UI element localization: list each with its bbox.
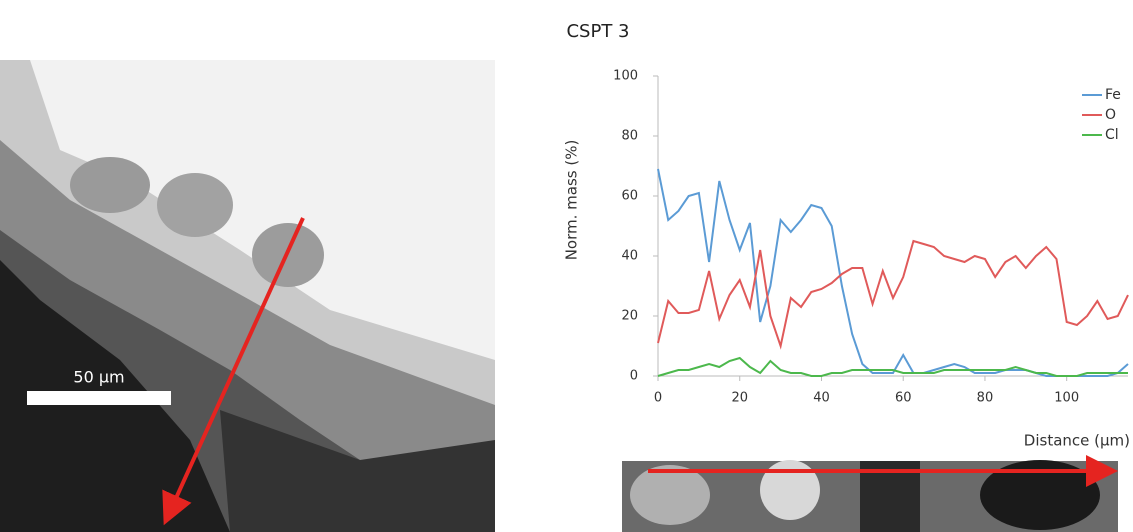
y-tick-label: 100: [613, 69, 638, 84]
y-tick-label: 60: [621, 189, 638, 204]
x-tick-label: 0: [654, 391, 662, 406]
data-line: [657, 168, 1129, 377]
legend-label: Cl: [1105, 127, 1119, 143]
x-axis-label: Distance (µm): [1024, 432, 1130, 450]
x-tick-label: 100: [1054, 391, 1079, 406]
data-line: [657, 239, 1129, 350]
y-tick-label: 40: [621, 249, 638, 264]
legend-label: O: [1105, 107, 1116, 123]
y-tick-label: 20: [621, 309, 638, 324]
scale-bar-label: 50 µm: [73, 368, 124, 387]
legend-label: Fe: [1105, 87, 1121, 103]
x-tick-label: 20: [731, 391, 748, 406]
x-tick-label: 40: [813, 391, 830, 406]
y-axis-label: Norm. mass (%): [563, 140, 581, 261]
chart-title: CSPT 3: [566, 21, 629, 42]
x-tick-label: 80: [977, 391, 994, 406]
x-tick-label: 60: [895, 391, 912, 406]
profile-strip: [622, 455, 1118, 532]
y-tick-label: 80: [621, 129, 638, 144]
y-tick-label: 0: [630, 369, 638, 384]
sem-image: 50 µm: [0, 60, 495, 532]
data-line: [657, 356, 1128, 377]
